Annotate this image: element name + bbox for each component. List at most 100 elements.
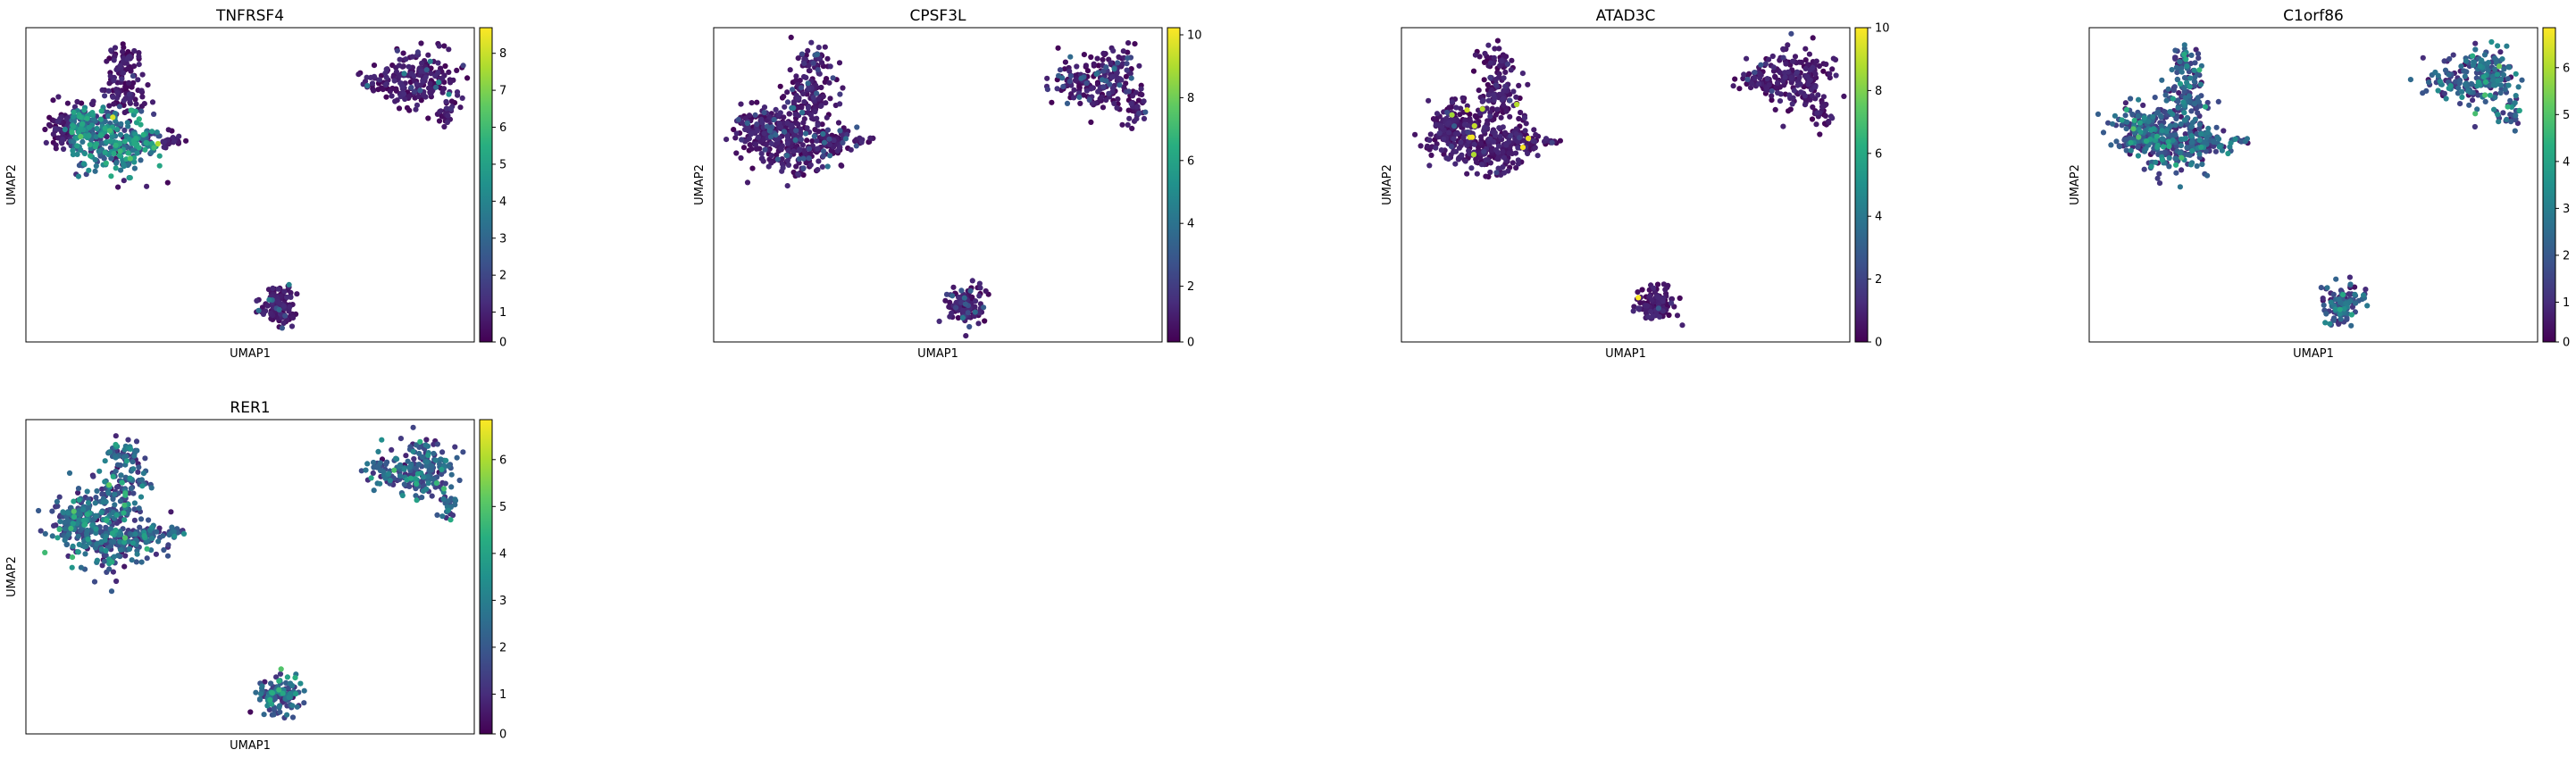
- data-point: [1770, 64, 1777, 71]
- data-point: [120, 48, 126, 54]
- data-point: [796, 156, 802, 162]
- data-point: [275, 286, 281, 292]
- data-point: [284, 674, 290, 680]
- data-point: [384, 459, 390, 465]
- data-point: [788, 34, 794, 41]
- data-point: [806, 85, 812, 91]
- data-point: [1504, 61, 1510, 67]
- data-point: [1518, 109, 1524, 116]
- data-point: [114, 89, 121, 96]
- data-point: [1674, 312, 1681, 319]
- data-point: [2179, 154, 2185, 161]
- data-point: [2212, 148, 2219, 154]
- data-point: [75, 549, 81, 555]
- data-point: [111, 78, 117, 84]
- data-point: [417, 87, 423, 94]
- panel-title: TNFRSF4: [215, 7, 284, 25]
- data-point: [1141, 98, 1147, 104]
- y-axis-label: UMAP2: [5, 164, 19, 205]
- data-point: [54, 503, 61, 510]
- data-point: [1494, 37, 1501, 44]
- data-point: [1501, 75, 1507, 81]
- data-point: [102, 93, 108, 99]
- data-point: [99, 491, 105, 497]
- data-point: [2184, 79, 2190, 86]
- data-point: [131, 500, 138, 506]
- data-point: [106, 80, 113, 87]
- data-point: [102, 479, 108, 485]
- data-point: [815, 45, 822, 51]
- data-point: [1133, 89, 1139, 96]
- data-point: [1501, 154, 1507, 161]
- data-point: [127, 96, 133, 102]
- data-point: [2348, 312, 2354, 318]
- data-point: [1124, 61, 1130, 67]
- data-point: [2505, 82, 2512, 88]
- data-point: [2180, 99, 2187, 105]
- data-point: [784, 157, 790, 163]
- data-point: [2167, 123, 2173, 129]
- data-point: [1517, 135, 1523, 141]
- data-point: [2172, 47, 2179, 54]
- data-point: [1655, 305, 1661, 312]
- colorbar-tick-label: 4: [2563, 155, 2570, 169]
- data-point: [961, 295, 967, 301]
- data-point: [2154, 142, 2161, 148]
- data-point: [2198, 144, 2204, 150]
- data-point: [2188, 139, 2195, 146]
- data-point: [752, 112, 758, 118]
- data-point: [371, 87, 377, 94]
- y-axis-label: UMAP2: [2069, 164, 2082, 205]
- data-point: [46, 121, 53, 128]
- data-point: [144, 183, 150, 189]
- data-point: [2225, 150, 2231, 157]
- data-point: [401, 91, 407, 97]
- data-point: [247, 709, 254, 715]
- data-point: [2472, 111, 2479, 117]
- data-point: [439, 75, 446, 81]
- data-point: [444, 119, 450, 126]
- data-point: [2187, 84, 2193, 90]
- data-point: [2485, 60, 2491, 66]
- data-point: [1802, 57, 1809, 63]
- data-point: [1791, 87, 1797, 94]
- data-point: [1481, 59, 1488, 65]
- data-point: [1077, 100, 1083, 106]
- data-point: [2512, 117, 2519, 123]
- data-point: [2338, 316, 2344, 322]
- data-point: [1492, 46, 1498, 52]
- data-point: [735, 116, 742, 122]
- data-point: [1446, 120, 1452, 126]
- data-point: [2148, 159, 2154, 165]
- data-point: [1469, 134, 1476, 140]
- data-point: [1812, 71, 1819, 77]
- data-point: [2173, 162, 2179, 168]
- data-point: [414, 471, 421, 477]
- data-point: [121, 510, 127, 516]
- colorbar-tick-label: 5: [2563, 109, 2570, 122]
- data-point: [269, 701, 275, 707]
- x-axis-label: UMAP1: [230, 739, 271, 753]
- data-point: [446, 69, 452, 75]
- colorbar-tick-label: 6: [1875, 147, 1882, 161]
- data-point: [1830, 55, 1836, 62]
- data-point: [1439, 123, 1445, 129]
- data-point: [1819, 104, 1826, 110]
- data-point: [2191, 79, 2197, 85]
- data-point: [2468, 80, 2474, 87]
- data-point: [135, 77, 141, 83]
- data-point: [799, 85, 805, 91]
- data-point: [2204, 172, 2211, 179]
- data-point: [287, 304, 293, 310]
- data-point: [761, 130, 767, 137]
- data-point: [2175, 104, 2181, 111]
- data-point: [294, 704, 300, 710]
- data-point: [798, 137, 805, 143]
- data-point: [277, 703, 283, 709]
- data-point: [382, 81, 389, 88]
- data-point: [807, 162, 814, 168]
- data-point: [439, 89, 446, 96]
- data-point: [2336, 296, 2342, 303]
- data-point: [423, 459, 430, 465]
- data-point: [793, 128, 799, 134]
